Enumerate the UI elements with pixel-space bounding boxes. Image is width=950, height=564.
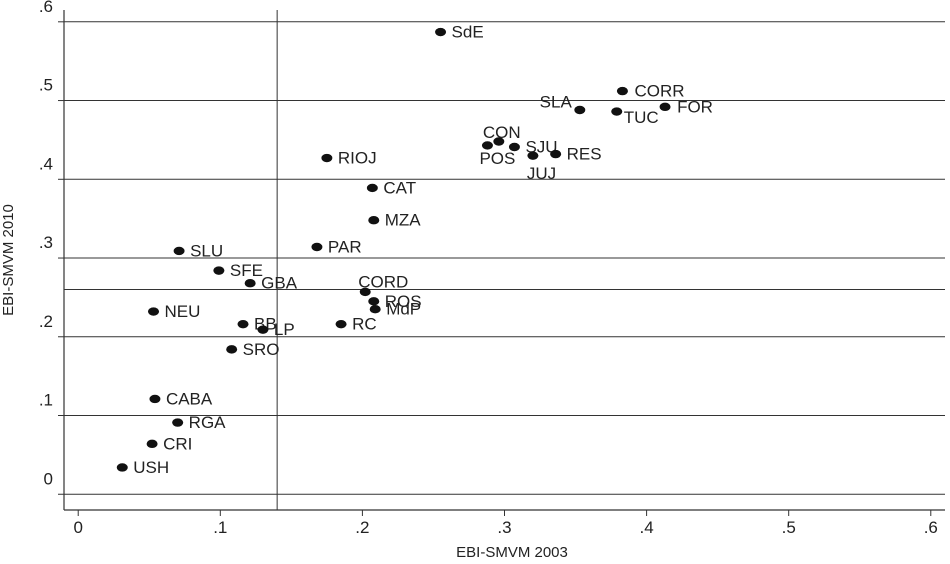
point-pos — [481, 141, 493, 150]
x-tick-label: .3 — [497, 518, 511, 537]
y-tick-label: .6 — [39, 0, 53, 16]
point-label-mdp: MdP — [386, 300, 421, 319]
point-label-rioj: RIOJ — [338, 149, 377, 168]
point-slu — [173, 246, 185, 256]
point-label-sla: SLA — [540, 93, 573, 112]
point-label-con: CON — [483, 123, 521, 142]
x-tick-label: .2 — [355, 518, 369, 537]
y-tick-label: .4 — [39, 154, 53, 173]
point-bb — [237, 319, 249, 329]
point-sla — [574, 105, 586, 115]
point-label-slu: SLU — [190, 241, 223, 260]
x-tick-label: .4 — [640, 518, 654, 537]
x-tick-label: .6 — [924, 518, 938, 537]
y-axis: 0 .1 .2 .3 .4 .5 .6 — [39, 0, 64, 495]
y-tick-label: .1 — [39, 391, 53, 410]
point-sfe — [213, 266, 225, 275]
point-neu — [148, 307, 160, 316]
point-label-sfe: SFE — [230, 261, 263, 280]
point-tuc — [611, 107, 623, 116]
x-tick-label: .5 — [782, 518, 796, 537]
point-for — [659, 102, 671, 112]
y-tick-label: .2 — [39, 312, 53, 331]
point-label-mza: MZA — [385, 211, 422, 230]
point-mdp — [369, 305, 381, 314]
point-sju — [508, 142, 520, 152]
y-axis-title: EBI-SMVM 2010 — [0, 204, 17, 316]
point-label-caba: CABA — [166, 389, 213, 408]
point-label-corr: CORR — [634, 82, 684, 101]
x-tick-label: 0 — [73, 518, 82, 537]
point-label-par: PAR — [328, 238, 362, 257]
point-label-cri: CRI — [163, 434, 192, 453]
point-rioj — [321, 153, 333, 163]
reference-lines — [64, 10, 945, 510]
point-juj — [527, 151, 539, 160]
point-ush — [116, 463, 128, 472]
x-tick-label: .1 — [213, 518, 227, 537]
point-label-ros: ROS — [385, 292, 422, 311]
point-par — [311, 242, 323, 252]
x-axis: 0 .1 .2 .3 .4 .5 .6 — [73, 510, 938, 537]
point-sro — [226, 345, 238, 354]
point-cat — [366, 183, 378, 193]
point-mza — [368, 216, 380, 225]
y-tick-label: 0 — [44, 469, 53, 488]
point-label-ush: USH — [133, 458, 169, 477]
point-caba — [149, 394, 161, 404]
point-res — [550, 149, 562, 159]
y-tick-label: .3 — [39, 233, 53, 252]
point-corr — [616, 86, 628, 96]
x-axis-title: EBI-SMVM 2003 — [456, 544, 568, 561]
point-ros — [368, 297, 380, 306]
point-label-cord: CORD — [358, 272, 408, 291]
point-label-juj: JUJ — [527, 164, 556, 183]
point-sde — [435, 27, 447, 37]
point-con — [493, 137, 505, 146]
data-points: SdECORRSLATUCFORCONSJUPOSJUJRESRIOJCATMZ… — [116, 23, 713, 477]
point-lp — [257, 325, 269, 334]
point-label-lp: LP — [274, 320, 295, 339]
point-gba — [244, 279, 256, 288]
point-label-sde: SdE — [452, 23, 484, 42]
point-label-rga: RGA — [189, 413, 227, 432]
point-cord — [359, 287, 371, 297]
point-label-pos: POS — [479, 149, 515, 168]
point-rga — [172, 418, 184, 427]
y-tick-label: .5 — [39, 76, 53, 95]
point-label-for: FOR — [677, 97, 713, 116]
point-rc — [335, 319, 347, 329]
point-label-tuc: TUC — [624, 108, 659, 127]
point-label-rc: RC — [352, 315, 377, 334]
point-label-res: RES — [567, 145, 602, 164]
point-label-cat: CAT — [383, 178, 416, 197]
point-cri — [146, 439, 158, 449]
point-label-neu: NEU — [165, 302, 201, 321]
point-label-sro: SRO — [243, 340, 280, 359]
point-label-gba: GBA — [261, 274, 298, 293]
